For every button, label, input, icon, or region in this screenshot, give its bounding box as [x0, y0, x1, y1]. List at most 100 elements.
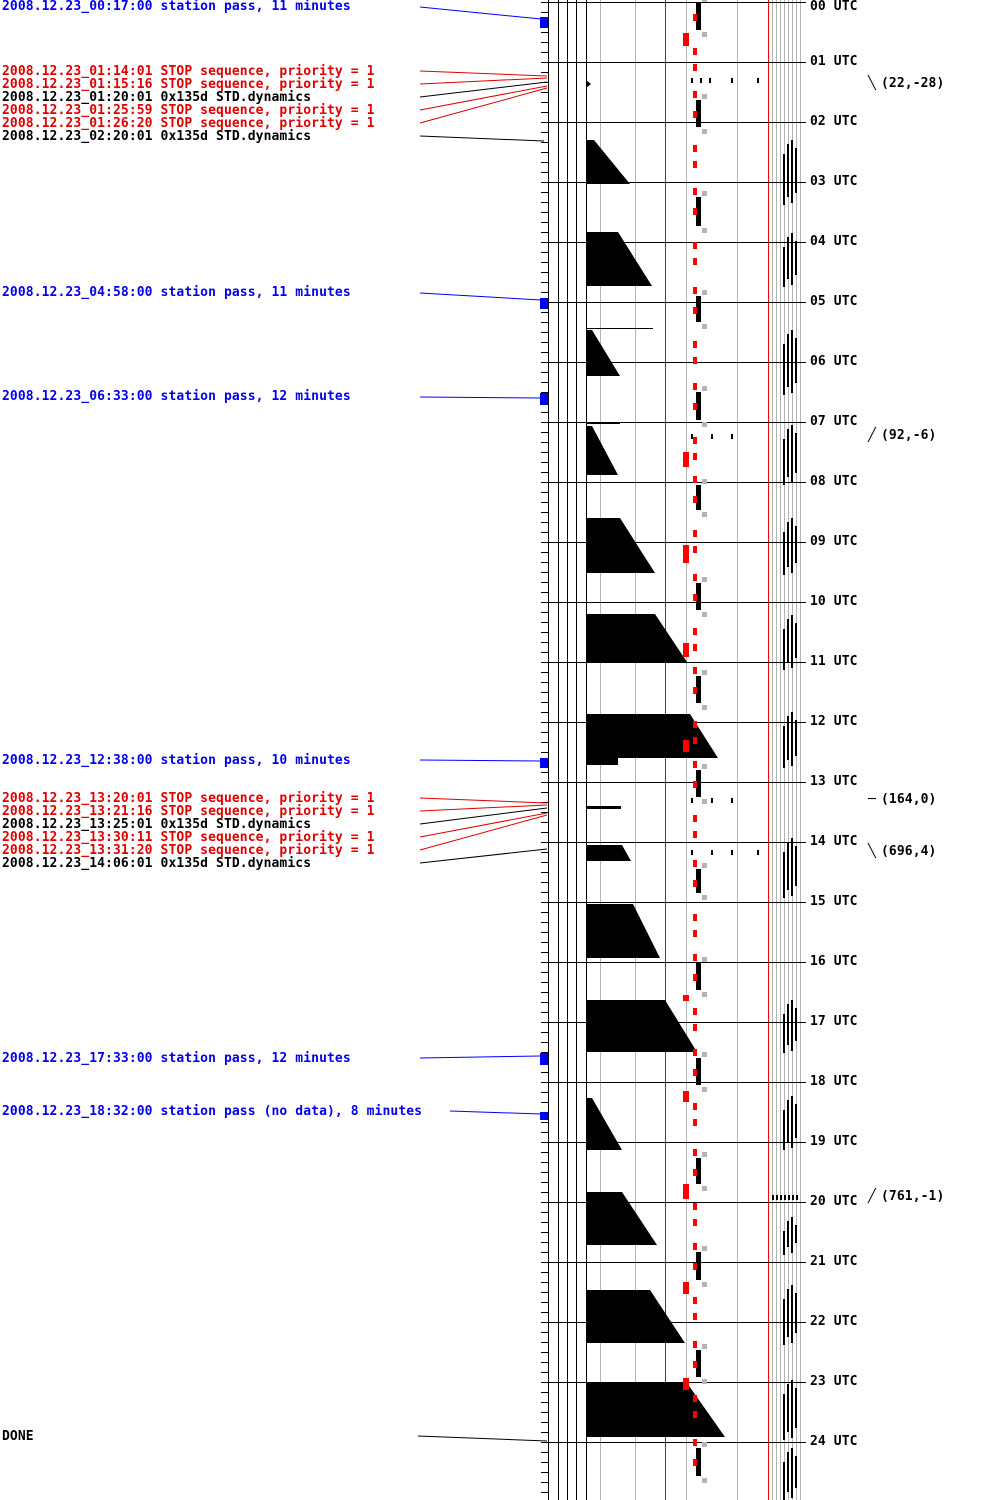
tc-mark — [731, 798, 733, 803]
annotation-tick: ╲ — [868, 76, 876, 91]
event-hline — [586, 328, 653, 329]
annotation-leader-line — [419, 804, 548, 812]
event-red-dash — [693, 208, 697, 215]
axis-tick — [541, 1422, 548, 1423]
annotation-leader-line — [419, 396, 542, 399]
coverage-stroke — [787, 1100, 789, 1142]
axis-tick — [541, 512, 548, 513]
tc-mark — [780, 1195, 782, 1200]
axis-tick — [541, 172, 548, 173]
event-red-dash — [693, 628, 697, 635]
annotation-leader-line — [419, 87, 548, 124]
event-hline — [586, 423, 620, 424]
axis-tick — [541, 1052, 548, 1053]
axis-tick — [541, 392, 548, 393]
gray-mark — [702, 129, 707, 134]
axis-tick — [541, 1472, 548, 1473]
gray-mark — [702, 191, 707, 196]
axis-tick — [541, 1192, 548, 1193]
event-red-block — [683, 452, 689, 467]
dump-bar — [696, 1158, 701, 1184]
tc-mark — [711, 434, 713, 439]
axis-tick — [541, 692, 548, 693]
tc-mark — [711, 798, 713, 803]
event-red-dash — [693, 145, 697, 152]
hour-label: 18 UTC — [810, 1074, 858, 1089]
tc-mark — [788, 1195, 790, 1200]
axis-tick — [541, 232, 548, 233]
event-red-dash — [693, 880, 697, 887]
axis-tick — [541, 1372, 548, 1373]
axis-tick — [541, 1482, 548, 1483]
axis-tick — [541, 652, 548, 653]
tc-mark — [731, 850, 733, 855]
axis-tick — [541, 1272, 548, 1273]
axis-tick — [541, 882, 548, 883]
coverage-stroke — [791, 1448, 793, 1498]
coverage-stroke — [795, 241, 797, 275]
memory-fill-polygon — [586, 845, 631, 861]
annotation-leader-line — [419, 814, 548, 851]
hour-label: 20 UTC — [810, 1194, 858, 1209]
hour-label: 13 UTC — [810, 774, 858, 789]
coverage-stroke — [795, 1104, 797, 1138]
hour-line — [541, 182, 806, 183]
gray-mark — [702, 290, 707, 295]
dump-bar — [696, 197, 701, 226]
event-red-block — [683, 1184, 689, 1199]
event-red-block — [683, 995, 689, 1001]
coverage-stroke — [787, 842, 789, 890]
event-red-dash — [693, 453, 697, 460]
hour-label: 05 UTC — [810, 294, 858, 309]
axis-tick — [541, 442, 548, 443]
stop-sequence-annotation: 2008.12.23_13:30:11 STOP sequence, prior… — [2, 830, 375, 845]
event-red-dash — [693, 831, 697, 838]
stop-sequence-annotation: 2008.12.23_01:25:59 STOP sequence, prior… — [2, 103, 375, 118]
hour-label: 17 UTC — [810, 1014, 858, 1029]
station-pass-annotation: 2008.12.23_06:33:00 station pass, 12 min… — [2, 389, 351, 404]
event-red-dash — [693, 1439, 697, 1446]
axis-tick — [541, 312, 548, 313]
axis-tick — [541, 1072, 548, 1073]
axis-tick — [541, 522, 548, 523]
coverage-stroke — [795, 623, 797, 658]
tc-mark — [772, 1195, 774, 1200]
stop-sequence-annotation: 2008.12.23_01:14:01 STOP sequence, prior… — [2, 64, 375, 79]
axis-tick — [541, 772, 548, 773]
axis-tick — [541, 812, 548, 813]
annotation-leader-line — [419, 6, 542, 20]
event-red-dash — [693, 1263, 697, 1270]
hour-label: 07 UTC — [810, 414, 858, 429]
hour-label: 23 UTC — [810, 1374, 858, 1389]
tc-mark — [731, 78, 733, 83]
memory-fill-polygon — [586, 140, 630, 184]
axis-tick — [541, 1252, 548, 1253]
coverage-stroke — [791, 140, 793, 203]
event-red-dash — [693, 574, 697, 581]
hour-line — [541, 302, 806, 303]
event-red-dash — [693, 546, 697, 553]
axis-tick — [541, 222, 548, 223]
event-red-dash — [693, 530, 697, 537]
dump-bar — [696, 3, 701, 30]
event-red-dash — [693, 1297, 697, 1304]
annotation-tick: ╲ — [868, 844, 876, 859]
axis-tick — [541, 972, 548, 973]
coverage-stroke — [787, 1289, 789, 1337]
axis-tick — [541, 12, 548, 13]
axis-tick — [541, 152, 548, 153]
hour-label: 03 UTC — [810, 174, 858, 189]
hour-label: 06 UTC — [810, 354, 858, 369]
hour-line — [541, 242, 806, 243]
axis-tick — [541, 32, 548, 33]
event-red-dash — [693, 1411, 697, 1418]
gray-mark — [702, 1344, 707, 1349]
axis-tick — [541, 72, 548, 73]
hour-label: 15 UTC — [810, 894, 858, 909]
gray-mark — [702, 764, 707, 769]
event-red-dash — [693, 974, 697, 981]
event-red-dash — [693, 14, 697, 21]
event-red-dash — [693, 476, 697, 483]
event-red-dash — [693, 242, 697, 249]
axis-tick — [541, 752, 548, 753]
